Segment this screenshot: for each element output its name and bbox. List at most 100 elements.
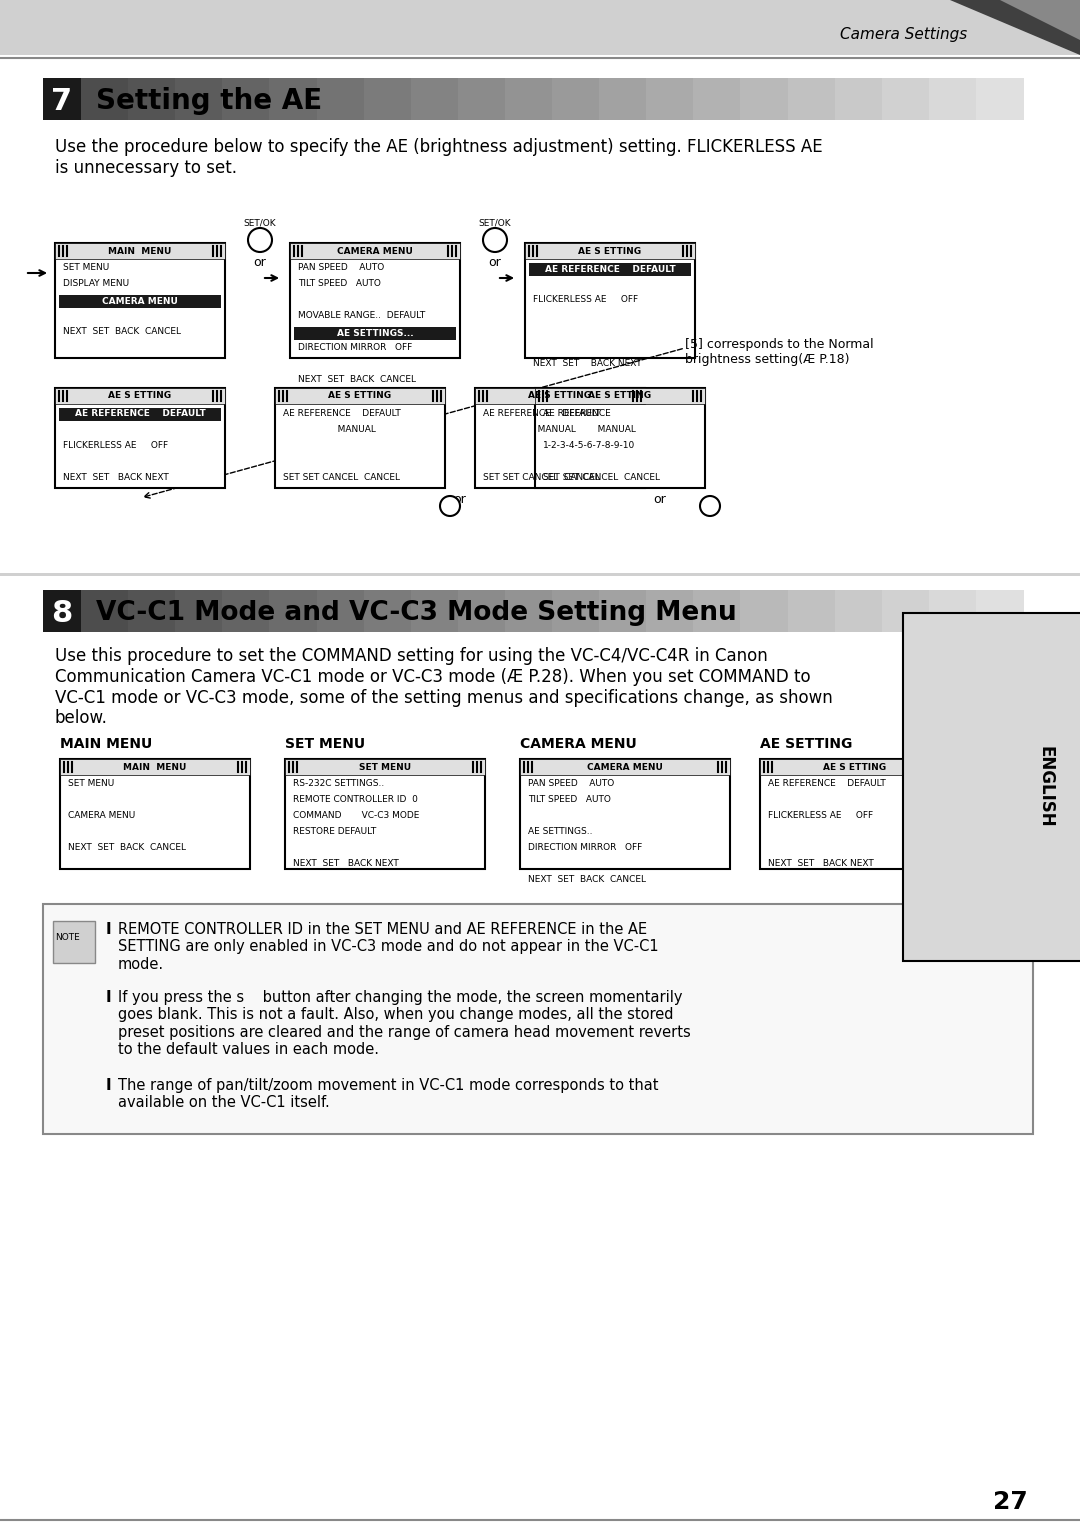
FancyBboxPatch shape: [552, 590, 599, 631]
FancyBboxPatch shape: [505, 78, 553, 119]
Text: 27: 27: [993, 1489, 1027, 1514]
Text: FLICKERLESS AE     OFF: FLICKERLESS AE OFF: [534, 295, 638, 304]
FancyBboxPatch shape: [222, 590, 270, 631]
FancyBboxPatch shape: [787, 78, 835, 119]
Text: COMMAND       VC-C3 MODE: COMMAND VC-C3 MODE: [293, 812, 419, 821]
Text: MANUAL: MANUAL: [483, 425, 576, 434]
Text: DIRECTION MIRROR   OFF: DIRECTION MIRROR OFF: [528, 844, 643, 853]
Text: CAMERA MENU: CAMERA MENU: [588, 763, 663, 772]
FancyBboxPatch shape: [552, 78, 599, 119]
Text: CAMERA MENU: CAMERA MENU: [103, 297, 178, 306]
Text: NEXT  SET  BACK  CANCEL: NEXT SET BACK CANCEL: [298, 376, 416, 384]
Text: NEXT  SET   BACK NEXT: NEXT SET BACK NEXT: [768, 859, 874, 868]
FancyBboxPatch shape: [646, 590, 693, 631]
FancyBboxPatch shape: [599, 78, 647, 119]
FancyBboxPatch shape: [53, 920, 95, 963]
FancyBboxPatch shape: [929, 78, 976, 119]
FancyBboxPatch shape: [881, 590, 929, 631]
FancyBboxPatch shape: [316, 78, 364, 119]
Text: NEXT  SET  BACK  CANCEL: NEXT SET BACK CANCEL: [63, 327, 181, 336]
Text: NEXT  SET    BACK NEXT: NEXT SET BACK NEXT: [534, 359, 642, 368]
FancyBboxPatch shape: [693, 78, 741, 119]
FancyBboxPatch shape: [285, 758, 485, 775]
Text: AE S ETTING: AE S ETTING: [328, 391, 392, 401]
Text: SET/OK: SET/OK: [478, 219, 511, 226]
Text: SET/OK: SET/OK: [244, 219, 276, 226]
Text: SET MENU: SET MENU: [63, 263, 109, 272]
FancyBboxPatch shape: [458, 78, 505, 119]
Text: FLICKERLESS AE     OFF: FLICKERLESS AE OFF: [768, 812, 873, 821]
Text: FLICKERLESS AE     OFF: FLICKERLESS AE OFF: [63, 440, 168, 450]
FancyBboxPatch shape: [787, 590, 835, 631]
FancyBboxPatch shape: [222, 78, 270, 119]
Text: I: I: [106, 922, 111, 937]
FancyBboxPatch shape: [43, 590, 81, 631]
Text: DISPLAY MENU: DISPLAY MENU: [63, 280, 130, 289]
Text: PAN SPEED    AUTO: PAN SPEED AUTO: [298, 263, 384, 272]
Text: 1-2-3-4-5-6-7-8-9-10: 1-2-3-4-5-6-7-8-9-10: [543, 440, 635, 450]
Text: DIRECTION MIRROR   OFF: DIRECTION MIRROR OFF: [298, 344, 413, 353]
Text: or: or: [254, 255, 267, 269]
Circle shape: [483, 228, 507, 252]
Text: AE S ETTING: AE S ETTING: [589, 391, 651, 401]
Text: AE SETTING: AE SETTING: [760, 737, 852, 751]
Text: The range of pan/tilt/zoom movement in VC-C1 mode corresponds to that
available : The range of pan/tilt/zoom movement in V…: [118, 1078, 659, 1110]
Text: REMOTE CONTROLLER ID  0: REMOTE CONTROLLER ID 0: [293, 795, 418, 804]
FancyBboxPatch shape: [43, 904, 1032, 1135]
FancyBboxPatch shape: [881, 78, 929, 119]
Text: NEXT  SET   BACK NEXT: NEXT SET BACK NEXT: [63, 472, 168, 482]
FancyBboxPatch shape: [475, 388, 645, 488]
Text: PAN SPEED    AUTO: PAN SPEED AUTO: [528, 780, 615, 789]
Text: [5] corresponds to the Normal
brightness setting(Æ P.18): [5] corresponds to the Normal brightness…: [685, 338, 874, 365]
Text: I: I: [106, 1078, 111, 1093]
Text: CAMERA MENU: CAMERA MENU: [68, 812, 135, 821]
Text: SET SET CANCEL  CANCEL: SET SET CANCEL CANCEL: [483, 472, 600, 482]
FancyBboxPatch shape: [458, 590, 505, 631]
Text: AE REFERENCE    DEFAULT: AE REFERENCE DEFAULT: [283, 408, 401, 417]
FancyBboxPatch shape: [760, 758, 950, 775]
FancyBboxPatch shape: [529, 263, 691, 277]
FancyBboxPatch shape: [976, 78, 1024, 119]
Text: AE S ETTING: AE S ETTING: [823, 763, 887, 772]
FancyBboxPatch shape: [0, 0, 1080, 55]
Text: ENGLISH: ENGLISH: [1036, 746, 1054, 827]
Text: MANUAL: MANUAL: [543, 425, 636, 434]
FancyBboxPatch shape: [291, 243, 460, 358]
FancyBboxPatch shape: [410, 78, 458, 119]
FancyBboxPatch shape: [269, 590, 318, 631]
Text: AE S ETTING: AE S ETTING: [579, 246, 642, 255]
Text: SET SET CANCEL  CANCEL: SET SET CANCEL CANCEL: [283, 472, 400, 482]
FancyBboxPatch shape: [410, 590, 458, 631]
FancyBboxPatch shape: [81, 78, 129, 119]
Text: SET MENU: SET MENU: [359, 763, 411, 772]
Text: AE SETTINGS..: AE SETTINGS..: [528, 827, 593, 836]
FancyBboxPatch shape: [55, 388, 225, 488]
FancyBboxPatch shape: [294, 327, 456, 339]
Text: AE REFERENCE    DEFAULT: AE REFERENCE DEFAULT: [768, 780, 886, 789]
Text: SET MENU: SET MENU: [68, 780, 114, 789]
FancyBboxPatch shape: [525, 243, 696, 358]
FancyBboxPatch shape: [599, 590, 647, 631]
FancyBboxPatch shape: [275, 388, 445, 488]
FancyBboxPatch shape: [760, 758, 950, 868]
Text: VC-C1 Mode and VC-C3 Mode Setting Menu: VC-C1 Mode and VC-C3 Mode Setting Menu: [96, 599, 737, 625]
FancyBboxPatch shape: [175, 78, 222, 119]
FancyBboxPatch shape: [693, 590, 741, 631]
FancyBboxPatch shape: [291, 243, 460, 258]
Text: CAMERA MENU: CAMERA MENU: [519, 737, 637, 751]
Text: REMOTE CONTROLLER ID in the SET MENU and AE REFERENCE in the AE
SETTING are only: REMOTE CONTROLLER ID in the SET MENU and…: [118, 922, 659, 972]
Text: NOTE: NOTE: [56, 933, 80, 942]
Text: TILT SPEED   AUTO: TILT SPEED AUTO: [528, 795, 611, 804]
Text: AE REFERENCE: AE REFERENCE: [543, 408, 611, 417]
Polygon shape: [1000, 0, 1080, 40]
FancyBboxPatch shape: [129, 590, 176, 631]
Text: SET SET CANCEL  CANCEL: SET SET CANCEL CANCEL: [543, 472, 660, 482]
FancyBboxPatch shape: [976, 590, 1024, 631]
FancyBboxPatch shape: [81, 590, 129, 631]
Text: SET MENU: SET MENU: [285, 737, 365, 751]
Text: AE S ETTING: AE S ETTING: [108, 391, 172, 401]
Text: MAIN  MENU: MAIN MENU: [123, 763, 187, 772]
FancyBboxPatch shape: [275, 388, 445, 404]
Text: AE REFERENCE    DEFAULT: AE REFERENCE DEFAULT: [75, 410, 205, 419]
FancyBboxPatch shape: [43, 78, 81, 119]
